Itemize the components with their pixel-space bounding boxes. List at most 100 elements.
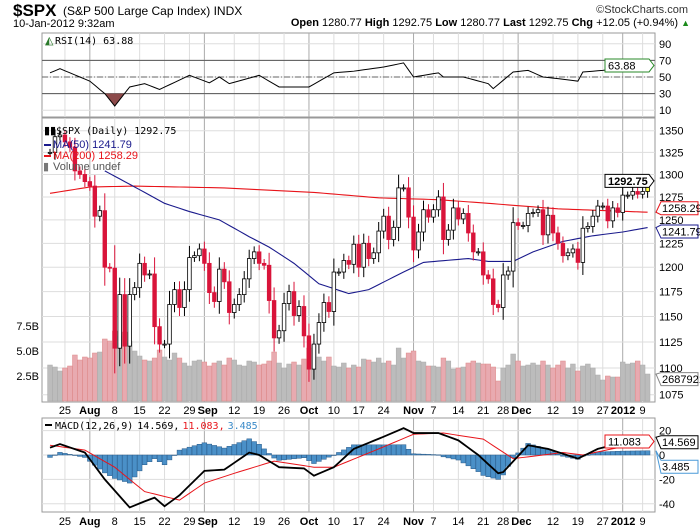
macd-histogram-bar bbox=[430, 454, 437, 456]
volume-bar bbox=[395, 347, 402, 402]
price-tick-label: 1200 bbox=[659, 262, 683, 274]
x-tick-label: Aug bbox=[79, 516, 100, 528]
macd-histogram-bar bbox=[141, 454, 148, 466]
macd-histogram-bar bbox=[510, 454, 516, 458]
candle-body bbox=[625, 194, 630, 197]
volume-bar bbox=[211, 362, 217, 402]
candle-body bbox=[251, 251, 257, 259]
volume-legend: Volume undef bbox=[53, 161, 121, 173]
volume-bar bbox=[236, 364, 242, 402]
x-tick-label: Nov bbox=[403, 405, 425, 417]
macd-histogram-bar bbox=[326, 454, 332, 458]
macd-legend-name: MACD(12,26,9) bbox=[55, 421, 133, 432]
candle-body bbox=[426, 209, 431, 218]
macd-histogram-bar bbox=[415, 453, 422, 456]
candle-body bbox=[132, 287, 137, 295]
candle-body bbox=[291, 291, 297, 316]
candle-body bbox=[530, 212, 536, 214]
candle-body bbox=[461, 213, 466, 220]
volume-bar bbox=[381, 362, 387, 402]
candle-body bbox=[376, 230, 381, 254]
volume-bar bbox=[530, 362, 536, 402]
candle-body bbox=[222, 268, 227, 283]
macd-histogram-bar bbox=[146, 454, 153, 462]
volume-bar bbox=[500, 367, 506, 402]
volume-bar bbox=[341, 362, 347, 402]
volume-bar bbox=[201, 361, 208, 402]
volume-bar bbox=[186, 365, 193, 402]
grid-layer bbox=[41, 32, 656, 513]
candle-body bbox=[520, 225, 526, 227]
x-tick-label: 2012 bbox=[611, 405, 635, 417]
low-label: Low bbox=[435, 17, 458, 29]
candle-body bbox=[256, 251, 262, 264]
macd-hist-tag-text: 3.485 bbox=[662, 462, 690, 474]
quote-datetime: 10-Jan-2012 9:32am bbox=[13, 18, 115, 30]
macd-signal-line bbox=[49, 432, 648, 501]
exchange: INDX bbox=[213, 4, 243, 18]
candle-body bbox=[47, 151, 53, 154]
macd-value-tag-text: 14.569 bbox=[662, 437, 696, 449]
macd-histogram-bar bbox=[72, 454, 78, 456]
volume-bar bbox=[276, 362, 282, 402]
open-value: 1280.77 bbox=[322, 17, 362, 29]
candle-body bbox=[217, 268, 222, 302]
volume-bar bbox=[470, 360, 476, 402]
candle-body bbox=[545, 214, 551, 236]
candle-body bbox=[500, 274, 506, 308]
candle-body bbox=[565, 252, 571, 257]
x-tick-label: 25 bbox=[59, 516, 71, 528]
macd-histogram-bar bbox=[201, 442, 208, 456]
candle-body bbox=[147, 273, 152, 276]
candle-body bbox=[386, 215, 391, 240]
macd-histogram-bar bbox=[301, 454, 307, 458]
candle-body bbox=[296, 306, 302, 316]
candle-body bbox=[246, 258, 252, 280]
candle-body bbox=[162, 343, 167, 346]
candle-body bbox=[346, 260, 351, 265]
macd-histogram-bar bbox=[341, 449, 347, 456]
volume-bar bbox=[550, 367, 556, 402]
volume-bar bbox=[615, 376, 621, 402]
x-tick-label: 26 bbox=[278, 405, 290, 417]
candle-body bbox=[406, 187, 411, 218]
macd-histogram-bar bbox=[291, 454, 297, 460]
candle-body bbox=[142, 262, 147, 276]
candle-body bbox=[580, 227, 586, 263]
candle-body bbox=[207, 262, 212, 293]
x-tick-label: Nov bbox=[403, 516, 425, 528]
candle-body bbox=[610, 207, 615, 222]
volume-bar bbox=[261, 363, 267, 402]
rsi-panel-frame bbox=[41, 32, 656, 118]
x-tick-label: 9 bbox=[640, 516, 646, 528]
x-tick-label: 29 bbox=[183, 405, 195, 417]
x-tick-label: 17 bbox=[353, 516, 365, 528]
macd-histogram-bar bbox=[136, 454, 143, 472]
macd-histogram-bar bbox=[191, 445, 198, 456]
volume-bar bbox=[520, 365, 526, 402]
index-name: (S&P 500 Large Cap Index) bbox=[63, 4, 211, 18]
volume-bar bbox=[206, 365, 213, 402]
volume-bar bbox=[371, 361, 377, 402]
macd-histogram-bar bbox=[455, 454, 462, 461]
volume-bar bbox=[196, 359, 203, 402]
macd-histogram-bar bbox=[555, 453, 561, 456]
x-tick-label: Dec bbox=[511, 516, 531, 528]
volume-bar bbox=[366, 359, 372, 402]
candle-body bbox=[605, 205, 610, 222]
volume-bar bbox=[231, 359, 237, 402]
x-tick-label: 28 bbox=[497, 405, 509, 417]
volume-bar bbox=[166, 359, 173, 402]
candle-body bbox=[212, 292, 217, 302]
x-tick-label: 12 bbox=[228, 405, 240, 417]
volume-bar bbox=[485, 363, 491, 402]
macd-hist-tag-box bbox=[655, 450, 699, 474]
ma50-value-tag: 1241.79 bbox=[655, 224, 700, 239]
volume-legend-icon: ▮ bbox=[43, 161, 49, 173]
candle-body bbox=[127, 294, 132, 347]
candle-body bbox=[311, 343, 317, 370]
candle-body bbox=[97, 210, 102, 217]
symbol: $SPX bbox=[13, 1, 57, 20]
